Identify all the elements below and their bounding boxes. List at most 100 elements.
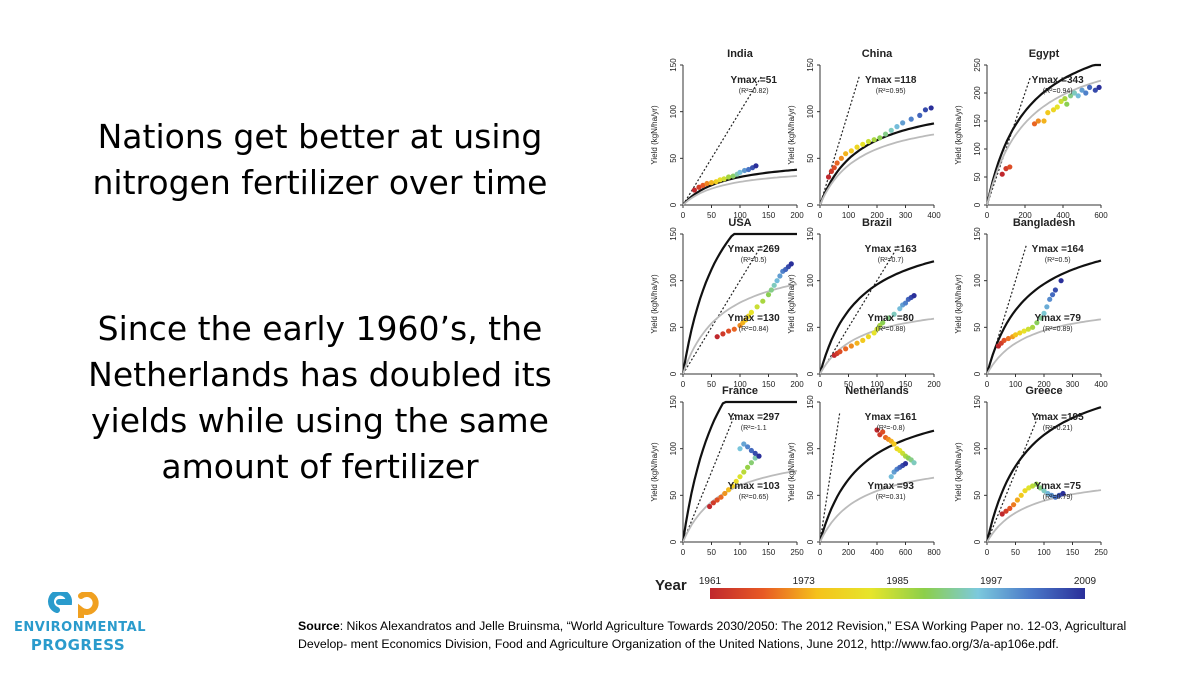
y-tick-label: 100 (806, 441, 815, 455)
x-tick-label: 400 (927, 211, 941, 220)
ymax-annotation: Ymax =164 (1032, 244, 1084, 255)
data-point (871, 330, 877, 336)
data-point (1022, 488, 1028, 494)
data-point (999, 511, 1005, 517)
x-tick-label: 0 (985, 211, 990, 220)
y-tick-label: 50 (806, 153, 815, 162)
data-point (774, 278, 780, 284)
r2-annotation: (R²=0.79) (1043, 494, 1073, 501)
one-to-one-line (986, 245, 1027, 375)
data-point (1047, 296, 1053, 302)
y-tick-label: 50 (806, 322, 815, 331)
data-point (730, 173, 736, 179)
x-tick-label: 50 (707, 211, 716, 220)
black-fit-curve (681, 232, 797, 375)
gray-fit-curve (682, 175, 798, 206)
y-tick-label: 100 (806, 273, 815, 287)
data-point (720, 331, 726, 337)
data-point (834, 160, 840, 166)
x-tick-label: 100 (733, 548, 747, 557)
data-point (908, 116, 914, 122)
source-text: : Nikos Alexandratos and Jelle Bruinsma,… (298, 619, 1127, 651)
data-point (726, 328, 732, 334)
data-point (722, 490, 728, 497)
x-tick-label: 0 (818, 211, 823, 220)
x-tick-label: 400 (1056, 211, 1070, 220)
data-point (765, 292, 772, 298)
gray-fit-curve (986, 318, 1102, 375)
x-tick-label: 0 (985, 380, 990, 389)
x-tick-label: 0 (818, 548, 823, 557)
data-point (828, 168, 834, 174)
r2-annotation: (R²=0.5) (1045, 257, 1071, 264)
data-point (900, 120, 906, 126)
logo-line-2: PROGRESS (30, 636, 126, 654)
data-point (704, 180, 710, 187)
data-point (837, 349, 843, 355)
data-point (1071, 90, 1077, 96)
data-point (745, 444, 751, 450)
x-tick-label: 250 (1094, 548, 1108, 557)
data-point (1079, 87, 1085, 93)
data-point (1087, 84, 1093, 90)
x-tick-label: 200 (790, 380, 804, 389)
data-point (1083, 90, 1089, 96)
y-axis-label: Yield (kgN/ha/yr) (650, 105, 659, 165)
y-tick-label: 150 (973, 395, 982, 409)
logo: ENVIRONMENTAL PROGRESS (14, 589, 146, 662)
data-point (888, 127, 894, 133)
panel-title: India (727, 48, 754, 60)
data-point (1052, 287, 1058, 293)
data-point (753, 163, 759, 169)
data-point (897, 306, 903, 312)
logo-mark-icon (48, 589, 99, 621)
black-fit-curve (985, 259, 1102, 375)
one-to-one-line (986, 76, 1032, 206)
data-point (733, 478, 739, 484)
headline-1: Nations get better at using nitrogen fer… (92, 117, 548, 202)
colorbar-tick-label: 1997 (980, 576, 1003, 587)
data-point (854, 144, 860, 150)
source-citation: Source: Nikos Alexandratos and Jelle Bru… (298, 617, 1178, 653)
gray-fit-curve (986, 489, 1102, 543)
data-point (1005, 335, 1011, 342)
data-point (885, 315, 891, 321)
data-point (874, 326, 880, 332)
data-point (902, 461, 909, 467)
y-tick-label: 150 (973, 114, 982, 128)
data-point (922, 107, 929, 113)
r2-annotation: (R²=0.5) (741, 257, 767, 264)
y-tick-label: 50 (806, 490, 815, 499)
data-point (745, 166, 752, 173)
data-point (1049, 292, 1056, 298)
data-point (707, 503, 713, 510)
data-point (718, 494, 724, 500)
r2-annotation: (R²=-0.8) (877, 425, 905, 432)
gray-fit-curve (986, 79, 1102, 206)
data-point (700, 182, 706, 188)
x-tick-label: 150 (762, 548, 776, 557)
data-point (838, 155, 844, 161)
data-point (737, 169, 743, 175)
x-tick-label: 200 (790, 211, 804, 220)
data-point (843, 151, 849, 157)
data-point (1044, 304, 1050, 310)
x-tick-label: 300 (1066, 380, 1080, 389)
data-point (1021, 328, 1027, 334)
ymax-annotation: Ymax =195 (1032, 412, 1084, 423)
panel-title: China (862, 48, 893, 60)
x-tick-label: 200 (1037, 380, 1051, 389)
one-to-one-line (986, 412, 1040, 543)
x-tick-label: 400 (870, 548, 884, 557)
y-axis-label: Yield (kgN/ha/yr) (787, 274, 796, 334)
y-tick-label: 150 (806, 395, 815, 409)
data-point (1007, 505, 1013, 511)
data-point (710, 500, 716, 506)
data-point (917, 112, 923, 118)
colorbar-tick-label: 1985 (886, 576, 909, 587)
x-tick-label: 100 (870, 380, 884, 389)
data-point (741, 167, 748, 174)
data-point (726, 487, 732, 493)
data-point (1068, 93, 1074, 99)
x-tick-label: 200 (842, 548, 856, 557)
